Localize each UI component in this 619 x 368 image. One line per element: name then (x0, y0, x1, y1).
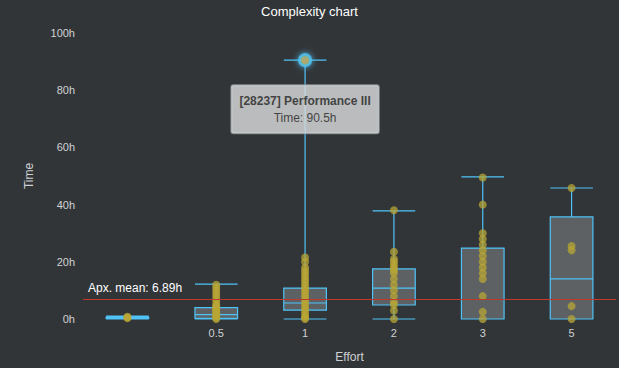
svg-text:20h: 20h (57, 256, 75, 268)
svg-text:Time: Time (22, 163, 36, 190)
svg-text:0h: 0h (63, 313, 75, 325)
svg-text:100h: 100h (51, 27, 75, 39)
svg-text:2: 2 (391, 327, 397, 339)
svg-text:Effort: Effort (335, 350, 364, 364)
svg-text:80h: 80h (57, 84, 75, 96)
svg-text:[28237] Performance III: [28237] Performance III (239, 94, 370, 108)
svg-text:40h: 40h (57, 199, 75, 211)
svg-text:60h: 60h (57, 141, 75, 153)
svg-text:Complexity chart: Complexity chart (261, 4, 358, 19)
svg-text:3: 3 (480, 327, 486, 339)
svg-text:1: 1 (302, 327, 308, 339)
svg-text:0.5: 0.5 (209, 327, 224, 339)
svg-text:Time: 90.5h: Time: 90.5h (274, 111, 337, 125)
svg-text:5: 5 (569, 327, 575, 339)
svg-text:Apx. mean: 6.89h: Apx. mean: 6.89h (88, 281, 182, 295)
